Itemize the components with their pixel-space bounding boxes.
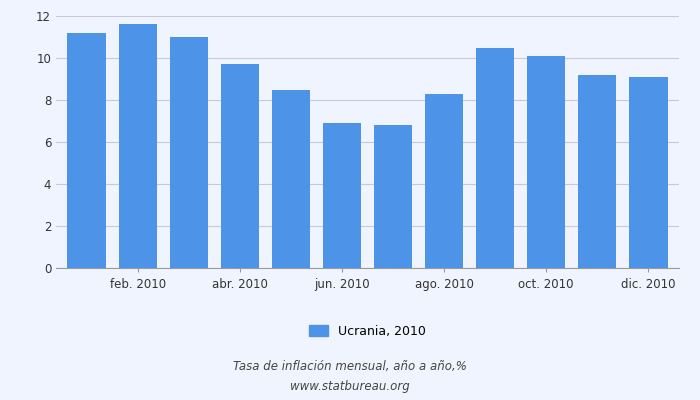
Bar: [118, 24, 157, 268]
Bar: [425, 94, 463, 268]
Bar: [374, 125, 412, 268]
Text: www.statbureau.org: www.statbureau.org: [290, 380, 410, 393]
Bar: [527, 56, 566, 268]
Bar: [578, 75, 617, 268]
Bar: [323, 123, 361, 268]
Bar: [629, 77, 668, 268]
Bar: [220, 64, 259, 268]
Bar: [476, 48, 514, 268]
Text: Tasa de inflación mensual, año a año,%: Tasa de inflación mensual, año a año,%: [233, 360, 467, 373]
Bar: [169, 37, 208, 268]
Bar: [272, 90, 310, 268]
Legend: Ucrania, 2010: Ucrania, 2010: [304, 320, 430, 343]
Bar: [67, 33, 106, 268]
